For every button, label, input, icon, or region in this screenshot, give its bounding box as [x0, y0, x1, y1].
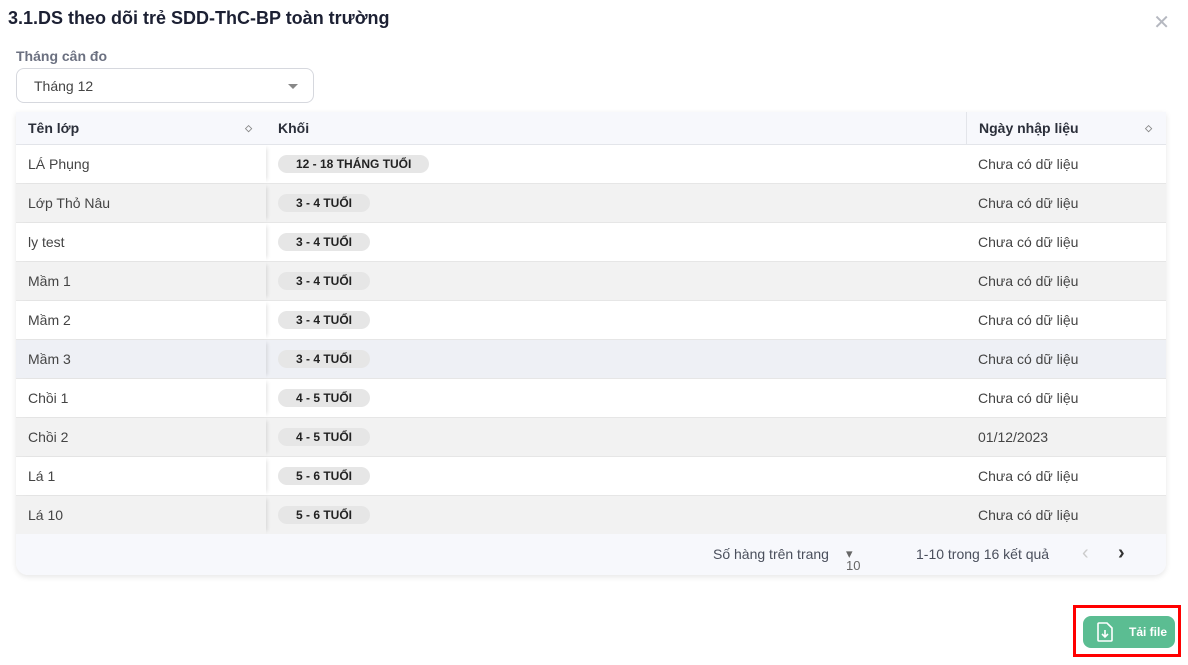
table-row[interactable]: LÁ Phụng 12 - 18 THÁNG TUỔI Chưa có dữ l… — [16, 145, 1166, 184]
header-label: Khối — [278, 120, 310, 136]
grade-cell: 4 - 5 TUỔI — [266, 379, 966, 417]
entry-date: Chưa có dữ liệu — [978, 273, 1079, 289]
class-name: Chồi 2 — [16, 418, 266, 456]
entry-date: Chưa có dữ liệu — [978, 468, 1079, 484]
grade-cell: 12 - 18 THÁNG TUỔI — [266, 145, 966, 183]
grade-cell: 3 - 4 TUỔI — [266, 340, 966, 378]
header-label: Tên lớp — [28, 120, 80, 136]
grade-cell: 3 - 4 TUỔI — [266, 184, 966, 222]
table-row[interactable]: Mầm 2 3 - 4 TUỔI Chưa có dữ liệu — [16, 301, 1166, 340]
table-row[interactable]: Mầm 1 3 - 4 TUỔI Chưa có dữ liệu — [16, 262, 1166, 301]
grade-cell: 3 - 4 TUỔI — [266, 301, 966, 339]
column-header-class[interactable]: Tên lớp ◇ — [16, 112, 266, 144]
grade-badge: 5 - 6 TUỔI — [278, 506, 371, 524]
class-name: Lá 1 — [16, 457, 266, 495]
class-name: LÁ Phụng — [16, 145, 266, 183]
grade-badge: 3 - 4 TUỔI — [278, 311, 371, 329]
grade-badge: 3 - 4 TUỔI — [278, 194, 371, 212]
class-name: Lá 10 — [16, 496, 266, 534]
entry-date: Chưa có dữ liệu — [978, 312, 1079, 328]
grade-cell: 4 - 5 TUỔI — [266, 418, 966, 456]
table-row[interactable]: Lá 10 5 - 6 TUỔI Chưa có dữ liệu — [16, 496, 1166, 535]
grade-cell: 3 - 4 TUỔI — [266, 262, 966, 300]
entry-date: Chưa có dữ liệu — [978, 507, 1079, 523]
column-header-date[interactable]: Ngày nhập liệu ◇ — [966, 112, 1166, 144]
rows-per-page-select[interactable]: 10 ▾ — [846, 546, 861, 573]
entry-date: Chưa có dữ liệu — [978, 195, 1079, 211]
download-file-button[interactable]: Tải file — [1083, 616, 1175, 648]
dialog-title: 3.1.DS theo dõi trẻ SDD-ThC-BP toàn trườ… — [8, 8, 390, 28]
entry-date: Chưa có dữ liệu — [978, 156, 1079, 172]
grade-cell: 5 - 6 TUỔI — [266, 457, 966, 495]
grade-badge: 3 - 4 TUỔI — [278, 350, 371, 368]
entry-date: Chưa có dữ liệu — [978, 351, 1079, 367]
sort-icon[interactable]: ◇ — [1145, 122, 1152, 133]
grade-cell: 3 - 4 TUỔI — [266, 223, 966, 261]
column-header-grade: Khối — [266, 112, 966, 144]
table-row[interactable]: Chồi 1 4 - 5 TUỔI Chưa có dữ liệu — [16, 379, 1166, 418]
entry-date: 01/12/2023 — [978, 429, 1049, 445]
class-name: Lớp Thỏ Nâu — [16, 184, 266, 222]
table-row[interactable]: ly test 3 - 4 TUỔI Chưa có dữ liệu — [16, 223, 1166, 262]
month-select-value: Tháng 12 — [34, 78, 94, 94]
grade-badge: 3 - 4 TUỔI — [278, 233, 371, 251]
grade-badge: 12 - 18 THÁNG TUỔI — [278, 155, 430, 173]
month-filter-label: Tháng cân đo — [16, 48, 107, 64]
table-header: Tên lớp ◇ Khối Ngày nhập liệu ◇ — [16, 112, 1166, 145]
class-name: Mầm 2 — [16, 301, 266, 339]
entry-date: Chưa có dữ liệu — [978, 234, 1079, 250]
file-download-icon — [1097, 622, 1113, 642]
table-row[interactable]: Lá 1 5 - 6 TUỔI Chưa có dữ liệu — [16, 457, 1166, 496]
pagination: Số hàng trên trang 10 ▾ 1-10 trong 16 kế… — [16, 534, 1166, 575]
header-label: Ngày nhập liệu — [979, 120, 1079, 136]
grade-badge: 5 - 6 TUỔI — [278, 467, 371, 485]
class-name: Mầm 1 — [16, 262, 266, 300]
grade-badge: 3 - 4 TUỔI — [278, 272, 371, 290]
close-icon[interactable]: ✕ — [1153, 12, 1170, 34]
grade-cell: 5 - 6 TUỔI — [266, 496, 966, 534]
class-table: Tên lớp ◇ Khối Ngày nhập liệu ◇ LÁ Phụng 1… — [16, 112, 1166, 575]
rows-per-page-label: Số hàng trên trang — [713, 546, 829, 562]
month-select[interactable]: Tháng 12 — [16, 68, 314, 103]
grade-badge: 4 - 5 TUỔI — [278, 428, 371, 446]
class-name: ly test — [16, 223, 266, 261]
table-row[interactable]: Chồi 2 4 - 5 TUỔI 01/12/2023 — [16, 418, 1166, 457]
sort-icon[interactable]: ◇ — [245, 122, 252, 133]
entry-date: Chưa có dữ liệu — [978, 390, 1079, 406]
rows-per-page-value: 10 — [846, 558, 861, 573]
next-page-icon[interactable]: › — [1118, 542, 1125, 564]
download-label: Tải file — [1129, 625, 1168, 639]
table-row[interactable]: Lớp Thỏ Nâu 3 - 4 TUỔI Chưa có dữ liệu — [16, 184, 1166, 223]
table-row[interactable]: Mầm 3 3 - 4 TUỔI Chưa có dữ liệu — [16, 340, 1166, 379]
page-range: 1-10 trong 16 kết quả — [916, 546, 1050, 562]
class-name: Chồi 1 — [16, 379, 266, 417]
grade-badge: 4 - 5 TUỔI — [278, 389, 371, 407]
caret-down-icon — [288, 84, 298, 89]
class-name: Mầm 3 — [16, 340, 266, 378]
prev-page-icon[interactable]: ‹ — [1082, 542, 1089, 564]
